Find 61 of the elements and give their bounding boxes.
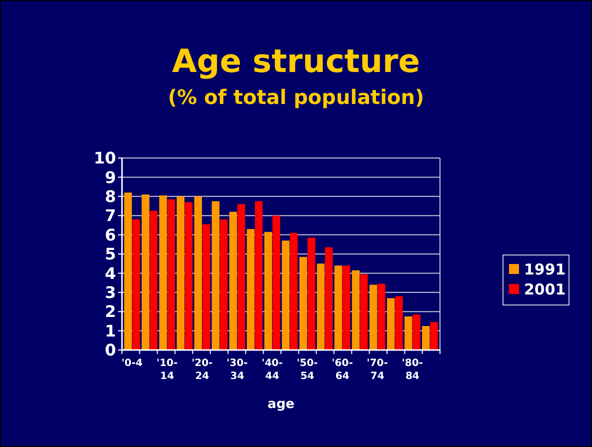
bar: [290, 232, 298, 350]
bar: [150, 210, 158, 350]
bar: [132, 219, 140, 350]
bar: [360, 274, 368, 350]
bar: [254, 201, 263, 350]
x-tick-label: '10-14: [156, 358, 178, 382]
bar: [412, 314, 420, 350]
bar: [202, 224, 210, 350]
x-tick-label: '30-34: [226, 358, 248, 382]
bar: [334, 266, 342, 350]
x-tick-label: '70-74: [366, 358, 388, 382]
bar: [430, 322, 438, 350]
bar: [124, 192, 132, 350]
x-tick-label: '50-54: [296, 358, 318, 382]
bar: [159, 195, 167, 350]
legend-label: 1991: [524, 260, 566, 278]
bar: [184, 202, 193, 350]
x-tick-label: '0-4: [122, 358, 143, 369]
y-tick-label: 8: [104, 187, 116, 206]
x-tick-label: '20-24: [192, 358, 213, 382]
bar: [316, 264, 325, 350]
x-tick-label: '40-44: [262, 358, 283, 382]
bar: [307, 238, 316, 350]
legend-label: 2001: [524, 280, 566, 298]
y-tick-label: 3: [104, 283, 116, 302]
chart-title: Age structure: [172, 42, 420, 80]
bar: [342, 266, 350, 350]
bar: [220, 219, 228, 350]
bar: [299, 256, 308, 350]
y-tick-label: 5: [104, 244, 116, 264]
bar: [237, 204, 246, 350]
bar: [369, 284, 378, 350]
y-tick-label: 2: [104, 302, 116, 322]
bar: [229, 212, 237, 350]
bar: [282, 240, 290, 350]
bar: [272, 216, 280, 350]
bar: [142, 194, 150, 350]
y-tick-label: 7: [104, 206, 116, 226]
bar: [386, 298, 395, 350]
bar: [212, 201, 220, 350]
bar: [422, 326, 430, 350]
y-tick-label: 1: [104, 321, 116, 340]
bar: [264, 232, 272, 350]
x-tick-label: '80-84: [402, 358, 423, 382]
y-tick-label: 9: [104, 168, 116, 187]
y-tick-label: 4: [104, 264, 116, 283]
bar: [167, 199, 176, 350]
chart-subtitle: (% of total population): [168, 85, 424, 109]
y-tick-label: 10: [94, 148, 116, 168]
bar: [378, 284, 386, 350]
bar: [176, 196, 184, 350]
y-tick-label: 0: [104, 340, 116, 360]
x-axis-title: age: [268, 397, 295, 412]
bar: [194, 196, 202, 350]
bar: [352, 270, 360, 350]
bar: [404, 316, 412, 350]
bar: [325, 247, 333, 350]
y-tick-label: 6: [104, 225, 116, 244]
x-tick-label: '60-64: [332, 358, 353, 382]
bar: [246, 229, 255, 350]
bar: [395, 296, 403, 350]
